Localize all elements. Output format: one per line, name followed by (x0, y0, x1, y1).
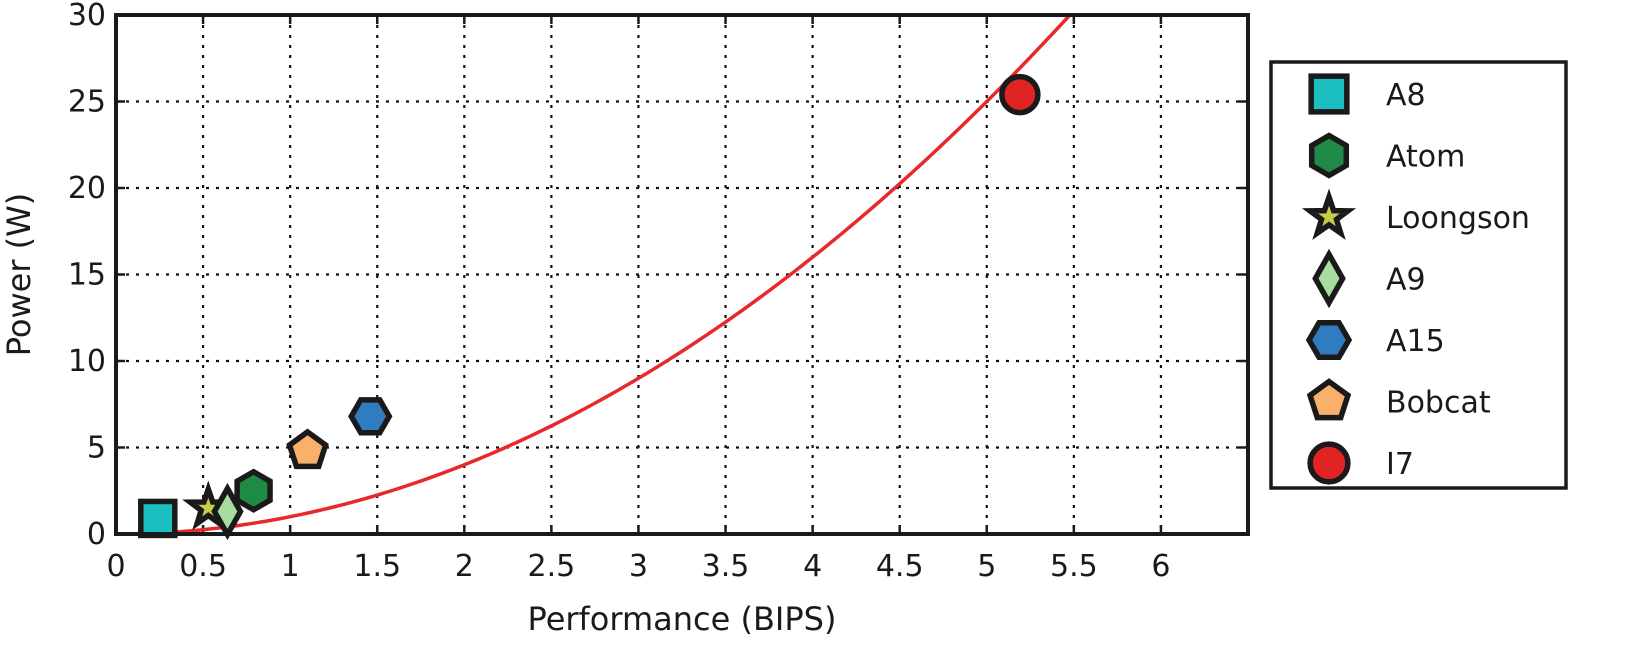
y-axis-title: Power (W) (0, 193, 38, 357)
legend: A8 Atom Loongson A9 A15 Bobcat I7 (1269, 60, 1568, 490)
data-point-i7 (999, 73, 1041, 116)
y-tick-label: 25 (68, 85, 106, 120)
x-tick-label: 4 (803, 549, 822, 584)
legend-label-bobcat: Bobcat (1386, 386, 1491, 421)
legend-label-loongson: Loongson (1386, 201, 1530, 236)
legend-item-atom: Atom (1308, 132, 1465, 179)
legend-label-atom: Atom (1386, 140, 1465, 175)
x-axis-title: Performance (BIPS) (528, 600, 837, 638)
data-point-a15 (348, 397, 393, 436)
x-tick-label: 4.5 (876, 549, 924, 584)
x-tick-label: 3.5 (702, 549, 750, 584)
legend-marker-a9 (1312, 248, 1346, 309)
fit-curve-line (133, 15, 1073, 534)
data-points (138, 73, 1041, 541)
y-tick-label: 20 (68, 171, 106, 206)
legend-marker-atom (1308, 132, 1350, 179)
y-tick-label: 15 (68, 258, 106, 293)
legend-label-i7: I7 (1386, 447, 1414, 482)
x-tick-label: 6 (1151, 549, 1170, 584)
x-tick-label: 1.5 (353, 549, 401, 584)
x-tick-label: 1 (281, 549, 300, 584)
x-tick-label: 5 (977, 549, 996, 584)
marker-atom (234, 468, 273, 513)
marker-a15 (348, 397, 393, 436)
grid-lines (116, 15, 1248, 534)
legend-item-a15: A15 (1305, 319, 1445, 361)
legend-item-bobcat: Bobcat (1306, 378, 1491, 421)
data-point-bobcat (286, 428, 329, 470)
marker-a8 (138, 498, 178, 539)
y-tick-label: 5 (87, 431, 106, 466)
legend-label-a15: A15 (1386, 324, 1445, 359)
marker-bobcat (286, 428, 329, 470)
y-tick-label: 10 (68, 344, 106, 379)
data-point-atom (234, 468, 273, 513)
legend-marker-loongson (1301, 188, 1357, 241)
legend-marker-i7 (1307, 441, 1351, 485)
legend-marker-a8 (1308, 73, 1350, 115)
x-tick-label: 2 (455, 549, 474, 584)
legend-item-i7: I7 (1307, 441, 1414, 485)
legend-item-a8: A8 (1308, 73, 1426, 115)
x-tick-label: 3 (629, 549, 648, 584)
y-tick-label: 30 (68, 0, 106, 33)
y-tick-label: 0 (87, 517, 106, 552)
legend-item-a9: A9 (1312, 248, 1426, 309)
x-tick-label: 5.5 (1050, 549, 1098, 584)
legend-marker-a15 (1305, 319, 1353, 361)
legend-item-loongson: Loongson (1301, 188, 1530, 241)
legend-marker-bobcat (1306, 378, 1352, 421)
legend-label-a8: A8 (1386, 78, 1426, 113)
x-tick-label: 2.5 (528, 549, 576, 584)
x-tick-label: 0 (106, 549, 125, 584)
data-point-a8 (138, 498, 178, 539)
plot-frame (114, 13, 1250, 536)
legend-label-a9: A9 (1386, 263, 1426, 298)
x-tick-label: 0.5 (179, 549, 227, 584)
marker-i7 (999, 73, 1041, 116)
